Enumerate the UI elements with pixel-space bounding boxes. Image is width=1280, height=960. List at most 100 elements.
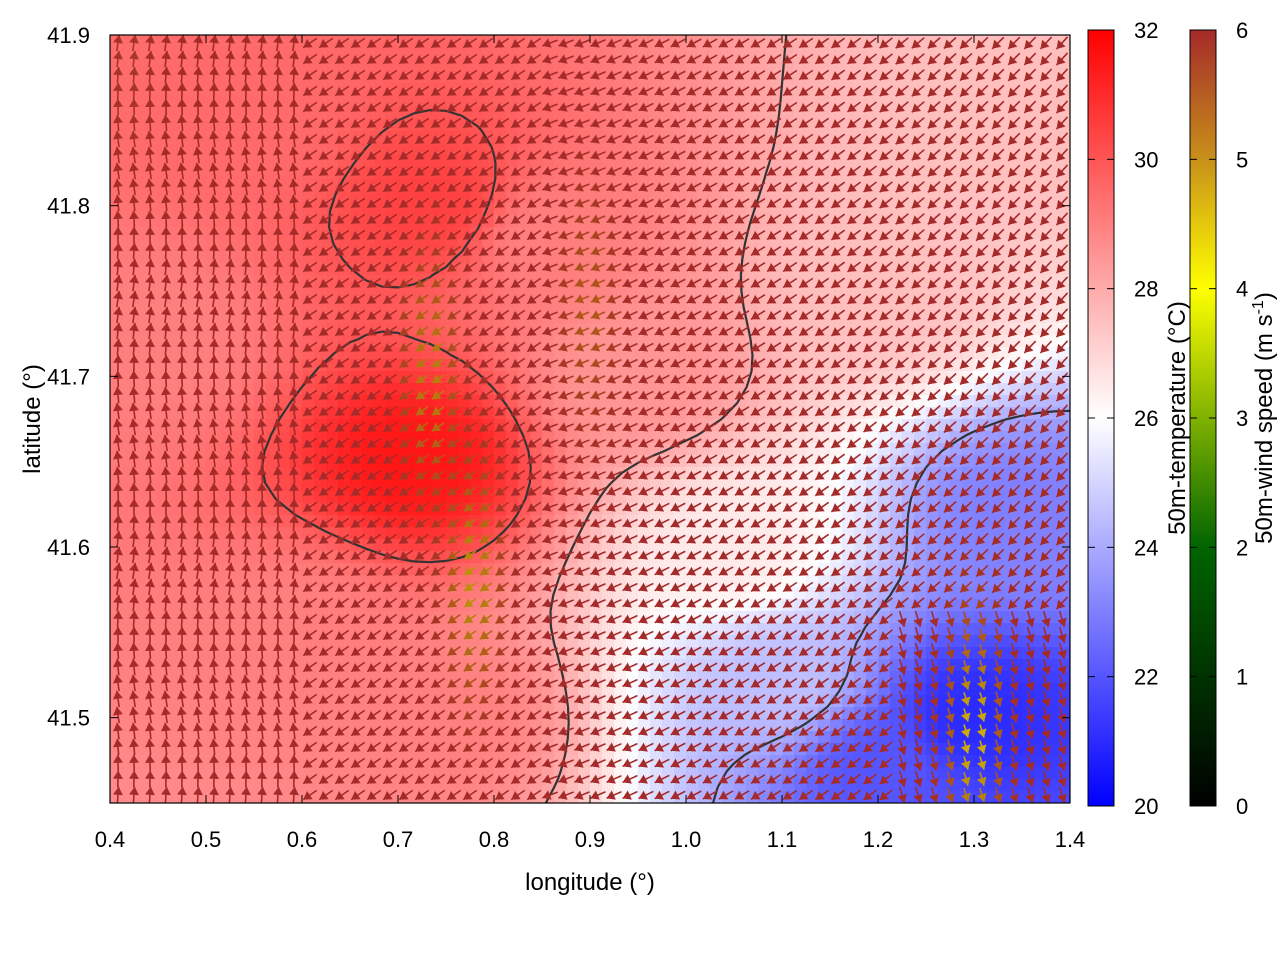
heat-cell [638, 95, 651, 108]
heat-cell [782, 143, 795, 156]
heat-cell [182, 131, 195, 144]
heat-cell [878, 143, 891, 156]
heat-cell [278, 107, 291, 120]
heat-cell [158, 779, 171, 792]
heat-cell [242, 347, 255, 360]
heat-cell [1046, 107, 1059, 120]
heat-cell [950, 251, 963, 264]
heat-cell [242, 587, 255, 600]
heat-cell [998, 155, 1011, 168]
heat-cell [266, 131, 279, 144]
heat-cell [854, 107, 867, 120]
heat-cell [950, 299, 963, 312]
heat-cell [518, 131, 531, 144]
heat-cell [1058, 47, 1070, 60]
heat-cell [182, 203, 195, 216]
heat-cell [662, 83, 675, 96]
plot-area: 0.4 0.5 0.6 0.7 0.8 0.9 1.0 1.1 1.2 1.3 1.4 41.541… [47, 23, 1085, 852]
heat-cell [590, 95, 603, 108]
heat-cell [290, 59, 303, 72]
heat-cell [134, 203, 147, 216]
heat-cell [854, 59, 867, 72]
heat-cell [914, 71, 927, 84]
heat-cell [218, 107, 231, 120]
heat-cell [866, 95, 879, 108]
heat-cell [494, 47, 507, 60]
heat-cell [806, 107, 819, 120]
heat-cell [1046, 203, 1059, 216]
heat-cell [950, 587, 963, 600]
heat-cell [1034, 47, 1047, 60]
heat-cell [302, 47, 315, 60]
heat-cell [830, 143, 843, 156]
heat-cell [230, 203, 243, 216]
heat-cell [518, 35, 531, 48]
heat-cell [386, 143, 399, 156]
heat-cell [290, 491, 303, 504]
heat-cell [398, 95, 411, 108]
heat-cell [170, 35, 183, 48]
heat-cell [290, 587, 303, 600]
heat-cell [686, 95, 699, 108]
heat-cell [494, 95, 507, 108]
temperature-heatmap [110, 35, 1070, 803]
heat-cell [686, 47, 699, 60]
heat-cell [134, 443, 147, 456]
heat-cell [1046, 491, 1059, 504]
heat-cell [110, 779, 123, 792]
heat-cell [242, 203, 255, 216]
heat-cell [134, 131, 147, 144]
heat-cell [278, 35, 291, 48]
heat-cell [830, 47, 843, 60]
heat-cell [146, 203, 159, 216]
heat-cell [902, 299, 915, 312]
heat-cell [182, 83, 195, 96]
heat-cell [326, 119, 339, 132]
heat-cell [998, 59, 1011, 72]
heat-cell [218, 83, 231, 96]
heat-cell [146, 107, 159, 120]
heat-cell [914, 95, 927, 108]
heat-cell [290, 779, 303, 792]
heat-cell [662, 95, 675, 108]
heat-cell [950, 155, 963, 168]
heat-cell [194, 587, 207, 600]
heat-cell [134, 731, 147, 744]
heat-cell [902, 71, 915, 84]
heat-cell [902, 119, 915, 132]
heat-cell [422, 119, 435, 132]
heat-cell [470, 131, 483, 144]
heat-cell [254, 107, 267, 120]
heat-cell [902, 59, 915, 72]
heat-cell [278, 635, 291, 648]
heat-cell [386, 47, 399, 60]
heat-cell [374, 83, 387, 96]
heat-cell [206, 539, 219, 552]
heat-cell [638, 47, 651, 60]
heat-cell [1046, 587, 1059, 600]
heat-cell [146, 251, 159, 264]
heat-cell [134, 155, 147, 168]
heat-cell [326, 83, 339, 96]
heat-cell [350, 47, 363, 60]
heat-cell [278, 731, 291, 744]
heat-cell [158, 251, 171, 264]
heat-cell [182, 395, 195, 408]
heat-cell [854, 131, 867, 144]
heat-cell [950, 107, 963, 120]
heat-cell [950, 119, 963, 132]
heat-cell [962, 119, 975, 132]
heat-cell [206, 107, 219, 120]
heat-cell [146, 779, 159, 792]
heat-cell [998, 203, 1011, 216]
heat-cell [1022, 131, 1035, 144]
heat-cell [446, 143, 459, 156]
heat-cell [230, 443, 243, 456]
heat-cell [518, 59, 531, 72]
heat-cell [266, 107, 279, 120]
heat-cell [374, 119, 387, 132]
heat-cell [326, 107, 339, 120]
heat-cell [290, 635, 303, 648]
heat-cell [278, 155, 291, 168]
heat-cell [998, 35, 1011, 48]
